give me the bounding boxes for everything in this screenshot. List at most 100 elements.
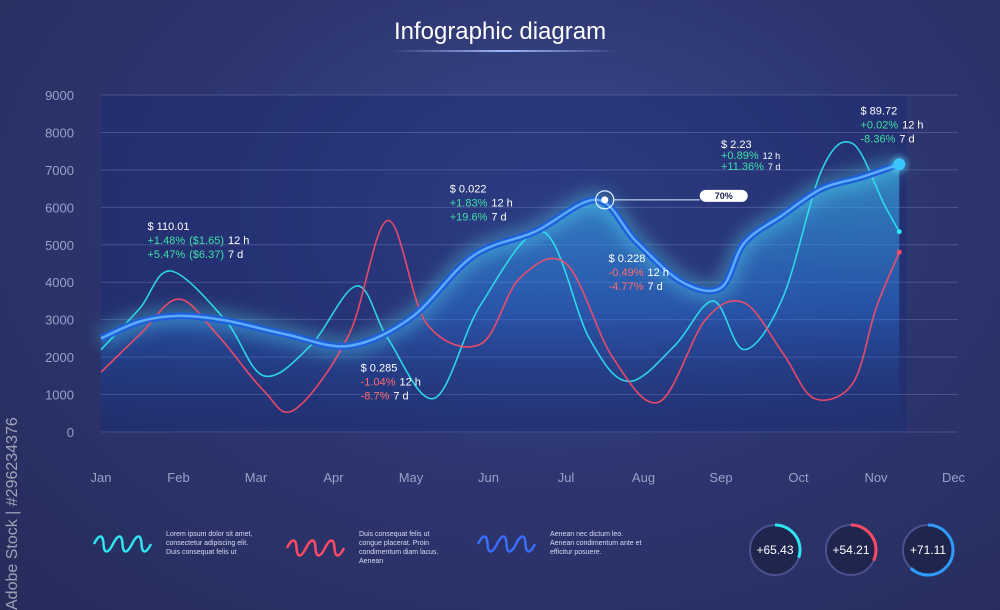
legend-item-blue: Aenean nec dictum leo. Aenean condimentu… (476, 530, 645, 557)
annotation-change: +1.48% (148, 235, 186, 247)
annotation-period: 7 d (491, 211, 506, 223)
annotations-group: $ 110.01 +1.48% ($1.65) 12 h +5.47% ($6.37) 7 … (148, 105, 924, 402)
series-line-2 (100, 219, 901, 414)
y-tick-label: 4000 (45, 275, 74, 290)
legend-wave-cyan (92, 534, 153, 553)
marker-badge (699, 189, 748, 202)
annotation-2: $ 0.022 +1.83% 12 h +19.6% 7 d (450, 183, 513, 223)
y-tick-label: 0 (67, 425, 74, 440)
stat-ring-3 (901, 523, 955, 577)
annotation-3: $ 0.228-0.49% 12 h-4.77% 7 d (609, 253, 669, 293)
annotation-line: +11.36% 7 d (721, 161, 780, 173)
y-tick-label: 8000 (45, 125, 74, 140)
y-tick-label: 3000 (45, 313, 74, 328)
x-tick-label: Jan (91, 470, 112, 485)
annotation-change: -4.77% (609, 281, 644, 293)
annotation-price: $ 2.23 (721, 139, 752, 151)
annotation-change: -8.36% (861, 133, 896, 145)
annotation-4: $ 2.23+0.89% 12 h+11.36% 7 d (721, 139, 780, 173)
annotation-period: 7 d (899, 133, 914, 145)
annotation-line: -8.36% 7 d (861, 133, 915, 145)
legend-text-red: Duis consequat felis ut congue placerat.… (359, 531, 439, 565)
annotation-change: +5.47% (148, 249, 186, 261)
y-axis-ticks: 0 1000 2000 3000 4000 5000 6000 7000 8000 9000 (45, 88, 74, 440)
annotation-period: 12 h (902, 119, 923, 131)
x-tick-label: Jul (558, 470, 575, 485)
annotation-line: +1.48% ($1.65) 12 h (148, 235, 250, 247)
legend-wave-blue (476, 534, 537, 553)
legend-item-red: Duis consequat felis ut congue placerat.… (285, 530, 454, 566)
annotation-5: $ 89.72 +0.02% 12 h -8.36% 7 d (861, 105, 924, 145)
annotation-amount: ($1.65) (189, 235, 224, 247)
annotation-price: $ 89.72 (861, 105, 898, 117)
x-tick-label: Oct (788, 470, 809, 485)
legend-text-blue: Aenean nec dictum leo. Aenean condimentu… (550, 531, 642, 556)
annotation-period: 7 d (768, 162, 781, 172)
main-series-highlight (100, 163, 900, 348)
stat-circle-2: +54.21 (823, 522, 879, 578)
annotation-line: +5.47% ($6.37) 7 d (148, 249, 244, 261)
annotation-change: -0.49% (609, 267, 644, 279)
annotation-line: +0.02% 12 h (861, 119, 924, 131)
annotation-period: 12 h (399, 376, 420, 388)
annotation-period: 7 d (228, 249, 243, 261)
annotation-line: -8.7% 7 d (361, 390, 409, 402)
x-tick-label: Aug (632, 470, 655, 485)
x-tick-label: Apr (323, 470, 344, 485)
stat-ring-1 (748, 523, 802, 577)
annotation-line: -1.04% 12 h (361, 376, 421, 388)
stat-ring-2 (824, 523, 878, 577)
annotation-0: $ 110.01 +1.48% ($1.65) 12 h +5.47% ($6.37) 7 … (148, 221, 250, 261)
main-series-end-point (893, 158, 906, 171)
annotation-line: +19.6% 7 d (450, 211, 507, 223)
annotation-line: +0.89% 12 h (721, 150, 780, 162)
annotation-period: 12 h (491, 197, 512, 209)
annotation-amount: ($6.37) (189, 249, 224, 261)
annotation-line: -4.77% 7 d (609, 281, 663, 293)
x-tick-label: Nov (864, 470, 888, 485)
annotation-period: 12 h (228, 235, 249, 247)
stat-value-1: +65.43 (756, 543, 794, 557)
annotation-period: 12 h (647, 267, 668, 279)
title-underline (390, 50, 620, 52)
annotation-change: -1.04% (361, 376, 396, 388)
y-tick-label: 7000 (45, 163, 74, 178)
annotation-change: +0.02% (861, 119, 899, 131)
stat-value-2: +54.21 (832, 543, 870, 557)
stat-value-3: +71.11 (909, 543, 947, 557)
marker-group: 70% (595, 189, 748, 210)
stat-ring-progress (824, 523, 878, 577)
annotation-change: +1.83% (450, 197, 488, 209)
x-tick-label: Mar (245, 470, 268, 485)
legend-item-cyan: Lorem ipsum dolor sit amet, consectetur … (92, 530, 261, 557)
x-tick-label: Feb (167, 470, 189, 485)
y-tick-label: 5000 (45, 238, 74, 253)
y-tick-label: 6000 (45, 200, 74, 215)
annotation-price: $ 0.022 (450, 183, 487, 195)
marker-dot (601, 196, 609, 204)
annotation-period: 7 d (393, 390, 408, 402)
main-series-area (101, 164, 900, 433)
x-tick-label: Jun (478, 470, 499, 485)
stat-circle-1: +65.43 (747, 522, 803, 578)
series-line-1 (100, 141, 901, 400)
legend-wave-red (285, 539, 346, 557)
x-tick-label: May (399, 470, 424, 485)
annotation-price: $ 0.228 (609, 253, 646, 265)
legend-text-cyan: Lorem ipsum dolor sit amet, consectetur … (166, 531, 253, 556)
annotation-period: 7 d (647, 281, 662, 293)
y-tick-label: 9000 (45, 88, 74, 103)
x-tick-label: Sep (709, 470, 732, 485)
annotation-line: +1.83% 12 h (450, 197, 513, 209)
series-group (97, 141, 912, 433)
series-end-point-2 (896, 249, 902, 255)
chart-title: Infographic diagram (393, 18, 607, 45)
y-tick-label: 1000 (45, 388, 74, 403)
annotation-period: 12 h (763, 151, 781, 161)
annotation-change: +11.36% (721, 161, 764, 173)
stat-ring-progress (901, 523, 955, 577)
annotation-price: $ 0.285 (361, 362, 398, 374)
series-end-point-1 (896, 229, 902, 235)
annotation-1: $ 0.285 -1.04% 12 h -8.7% 7 d (361, 362, 421, 402)
